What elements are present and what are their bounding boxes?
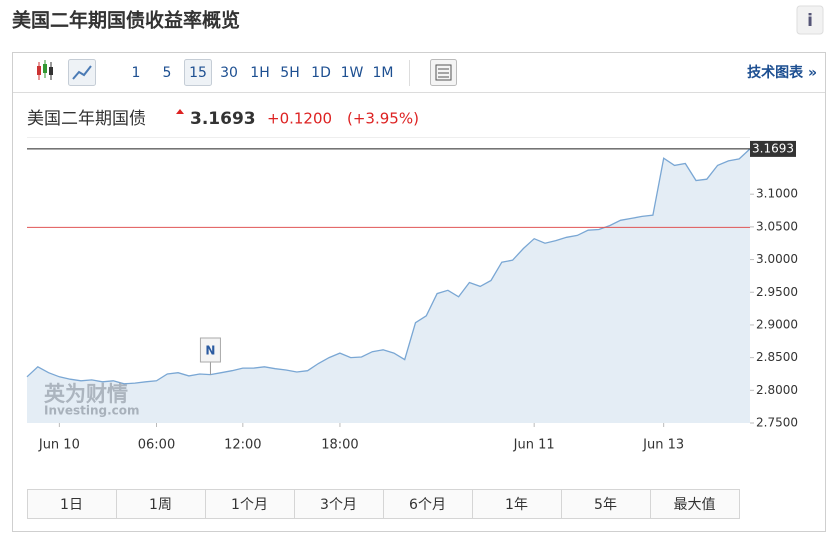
watermark-brand: 英为财情 — [44, 382, 128, 406]
interval-button[interactable]: 1M — [373, 65, 394, 81]
interval-button[interactable]: 5 — [163, 65, 172, 81]
interval-selected — [184, 59, 212, 86]
range-button-label[interactable]: 6个月 — [409, 497, 446, 513]
range-button[interactable] — [116, 489, 206, 519]
line-icon — [72, 65, 92, 80]
range-button-label[interactable]: 1周 — [149, 497, 172, 513]
range-button-label[interactable]: 1个月 — [231, 497, 268, 513]
line — [26, 148, 751, 385]
annotation-flag — [199, 337, 221, 363]
quote-price: 3.1693 — [190, 109, 256, 129]
price-label-box — [750, 140, 796, 157]
interval-button[interactable]: 30 — [220, 65, 238, 81]
watermark-site: Investing.com — [44, 404, 140, 418]
area — [27, 148, 750, 423]
range-button-label[interactable]: 最大值 — [674, 497, 716, 513]
range-button-label[interactable]: 5年 — [594, 497, 617, 513]
interval-button[interactable]: 1H — [250, 65, 269, 81]
range-button[interactable] — [294, 489, 384, 519]
interval-button[interactable]: 15 — [189, 65, 207, 81]
y-tick-label: 3.1000 — [756, 187, 798, 201]
interval-button[interactable]: 1D — [311, 65, 331, 81]
page-title: 美国二年期国债收益率概览 — [12, 9, 240, 32]
range-button-label[interactable]: 1日 — [60, 497, 83, 513]
interval-button[interactable]: 1 — [132, 65, 141, 81]
x-tick-label: Jun 11 — [513, 438, 555, 453]
annotation-label: N — [205, 344, 215, 358]
interval-button[interactable]: 1W — [341, 65, 364, 81]
x-tick-label: Jun 10 — [38, 438, 80, 453]
candle-icon[interactable] — [37, 60, 53, 80]
y-tick-label: 2.7500 — [756, 416, 798, 430]
icon-stroke — [43, 64, 47, 73]
interval-button[interactable]: 5H — [280, 65, 299, 81]
quote-name: 美国二年期国债 — [27, 109, 146, 129]
y-tick-label: 3.0000 — [756, 252, 798, 266]
y-tick-label: 3.0500 — [756, 219, 798, 233]
technical-chart-link[interactable]: 技术图表 » — [747, 64, 817, 81]
line-icon-button[interactable] — [68, 59, 96, 86]
price-label: 3.1693 — [752, 141, 794, 155]
y-tick-label: 2.9500 — [756, 285, 798, 299]
x-tick-label: 18:00 — [321, 438, 358, 453]
info-button[interactable] — [796, 5, 824, 35]
y-tick-label: 2.8000 — [756, 383, 798, 397]
panel-border — [12, 52, 826, 532]
x-tick-label: Jun 13 — [642, 438, 684, 453]
icon-stroke — [49, 67, 53, 75]
icon-stroke — [37, 66, 41, 75]
table-icon — [435, 64, 452, 81]
range-button-label[interactable]: 1年 — [505, 497, 528, 513]
range-button[interactable] — [561, 489, 651, 519]
range-button[interactable] — [383, 489, 473, 519]
range-button[interactable] — [472, 489, 562, 519]
range-button[interactable] — [650, 489, 740, 519]
y-tick-label: 2.9000 — [756, 317, 798, 331]
quote-change-percent: (+3.95%) — [347, 110, 419, 128]
range-bar: 1日 1周 1个月 3个月 6个月 1年 5年 最大值 — [27, 489, 740, 519]
y-tick-label: 2.8500 — [756, 350, 798, 364]
range-button-label[interactable]: 3个月 — [320, 497, 357, 513]
quote-change: +0.1200 — [267, 110, 332, 128]
info-icon[interactable]: i — [807, 11, 813, 31]
x-tick-label: 06:00 — [138, 438, 175, 453]
up-arrow — [176, 109, 184, 114]
range-button[interactable] — [205, 489, 295, 519]
x-tick-label: 12:00 — [224, 438, 261, 453]
